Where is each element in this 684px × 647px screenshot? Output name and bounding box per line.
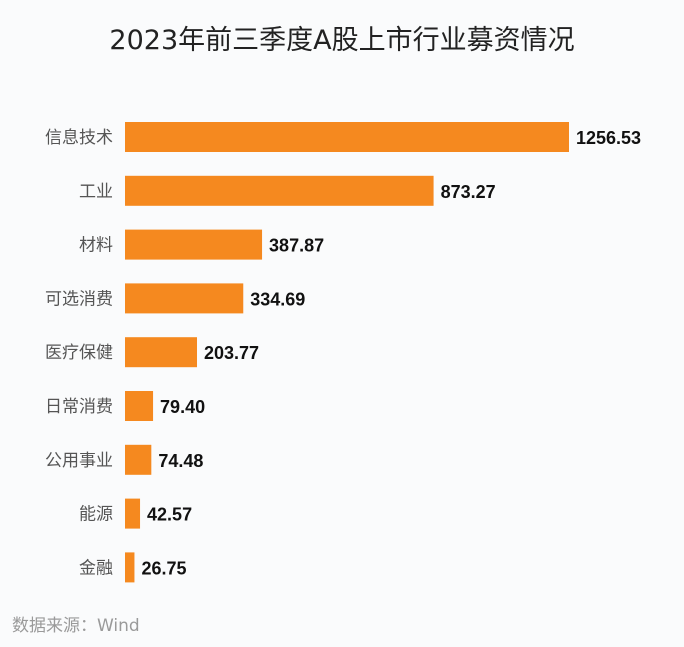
category-label: 日常消费 — [45, 397, 113, 417]
bar-日常消费 — [125, 391, 154, 421]
chart-title: 2023年前三季度A股上市行业募资情况 — [109, 25, 575, 56]
bar-可选消费 — [125, 283, 244, 314]
value-label: 42.57 — [147, 505, 192, 525]
bar-医疗保健 — [125, 337, 198, 368]
value-label: 203.77 — [204, 343, 259, 363]
category-label: 能源 — [79, 505, 113, 525]
value-label: 74.48 — [158, 451, 203, 471]
bar-公用事业 — [125, 444, 152, 475]
bar-金融 — [125, 552, 135, 583]
value-label: 334.69 — [250, 289, 305, 309]
category-label: 公用事业 — [45, 451, 113, 471]
category-label: 工业 — [79, 182, 113, 202]
value-label: 26.75 — [141, 558, 186, 578]
value-label: 1256.53 — [576, 128, 641, 148]
bar-材料 — [125, 229, 263, 260]
category-label: 材料 — [79, 236, 113, 256]
data-source: 数据来源：Wind — [12, 616, 140, 636]
value-label: 873.27 — [441, 182, 496, 202]
bar-信息技术 — [125, 122, 569, 152]
value-label: 79.40 — [160, 397, 205, 417]
bar-能源 — [125, 498, 141, 529]
category-label: 医疗保健 — [45, 343, 113, 363]
category-label: 金融 — [79, 558, 113, 578]
category-label: 可选消费 — [45, 289, 113, 309]
value-label: 387.87 — [269, 236, 324, 256]
bar-工业 — [125, 175, 434, 206]
bar-chart: 信息技术 1256.53 工业 873.27 材料 387.87 可选消费 334.69 医疗保… — [45, 122, 641, 583]
category-label: 信息技术 — [45, 128, 113, 148]
